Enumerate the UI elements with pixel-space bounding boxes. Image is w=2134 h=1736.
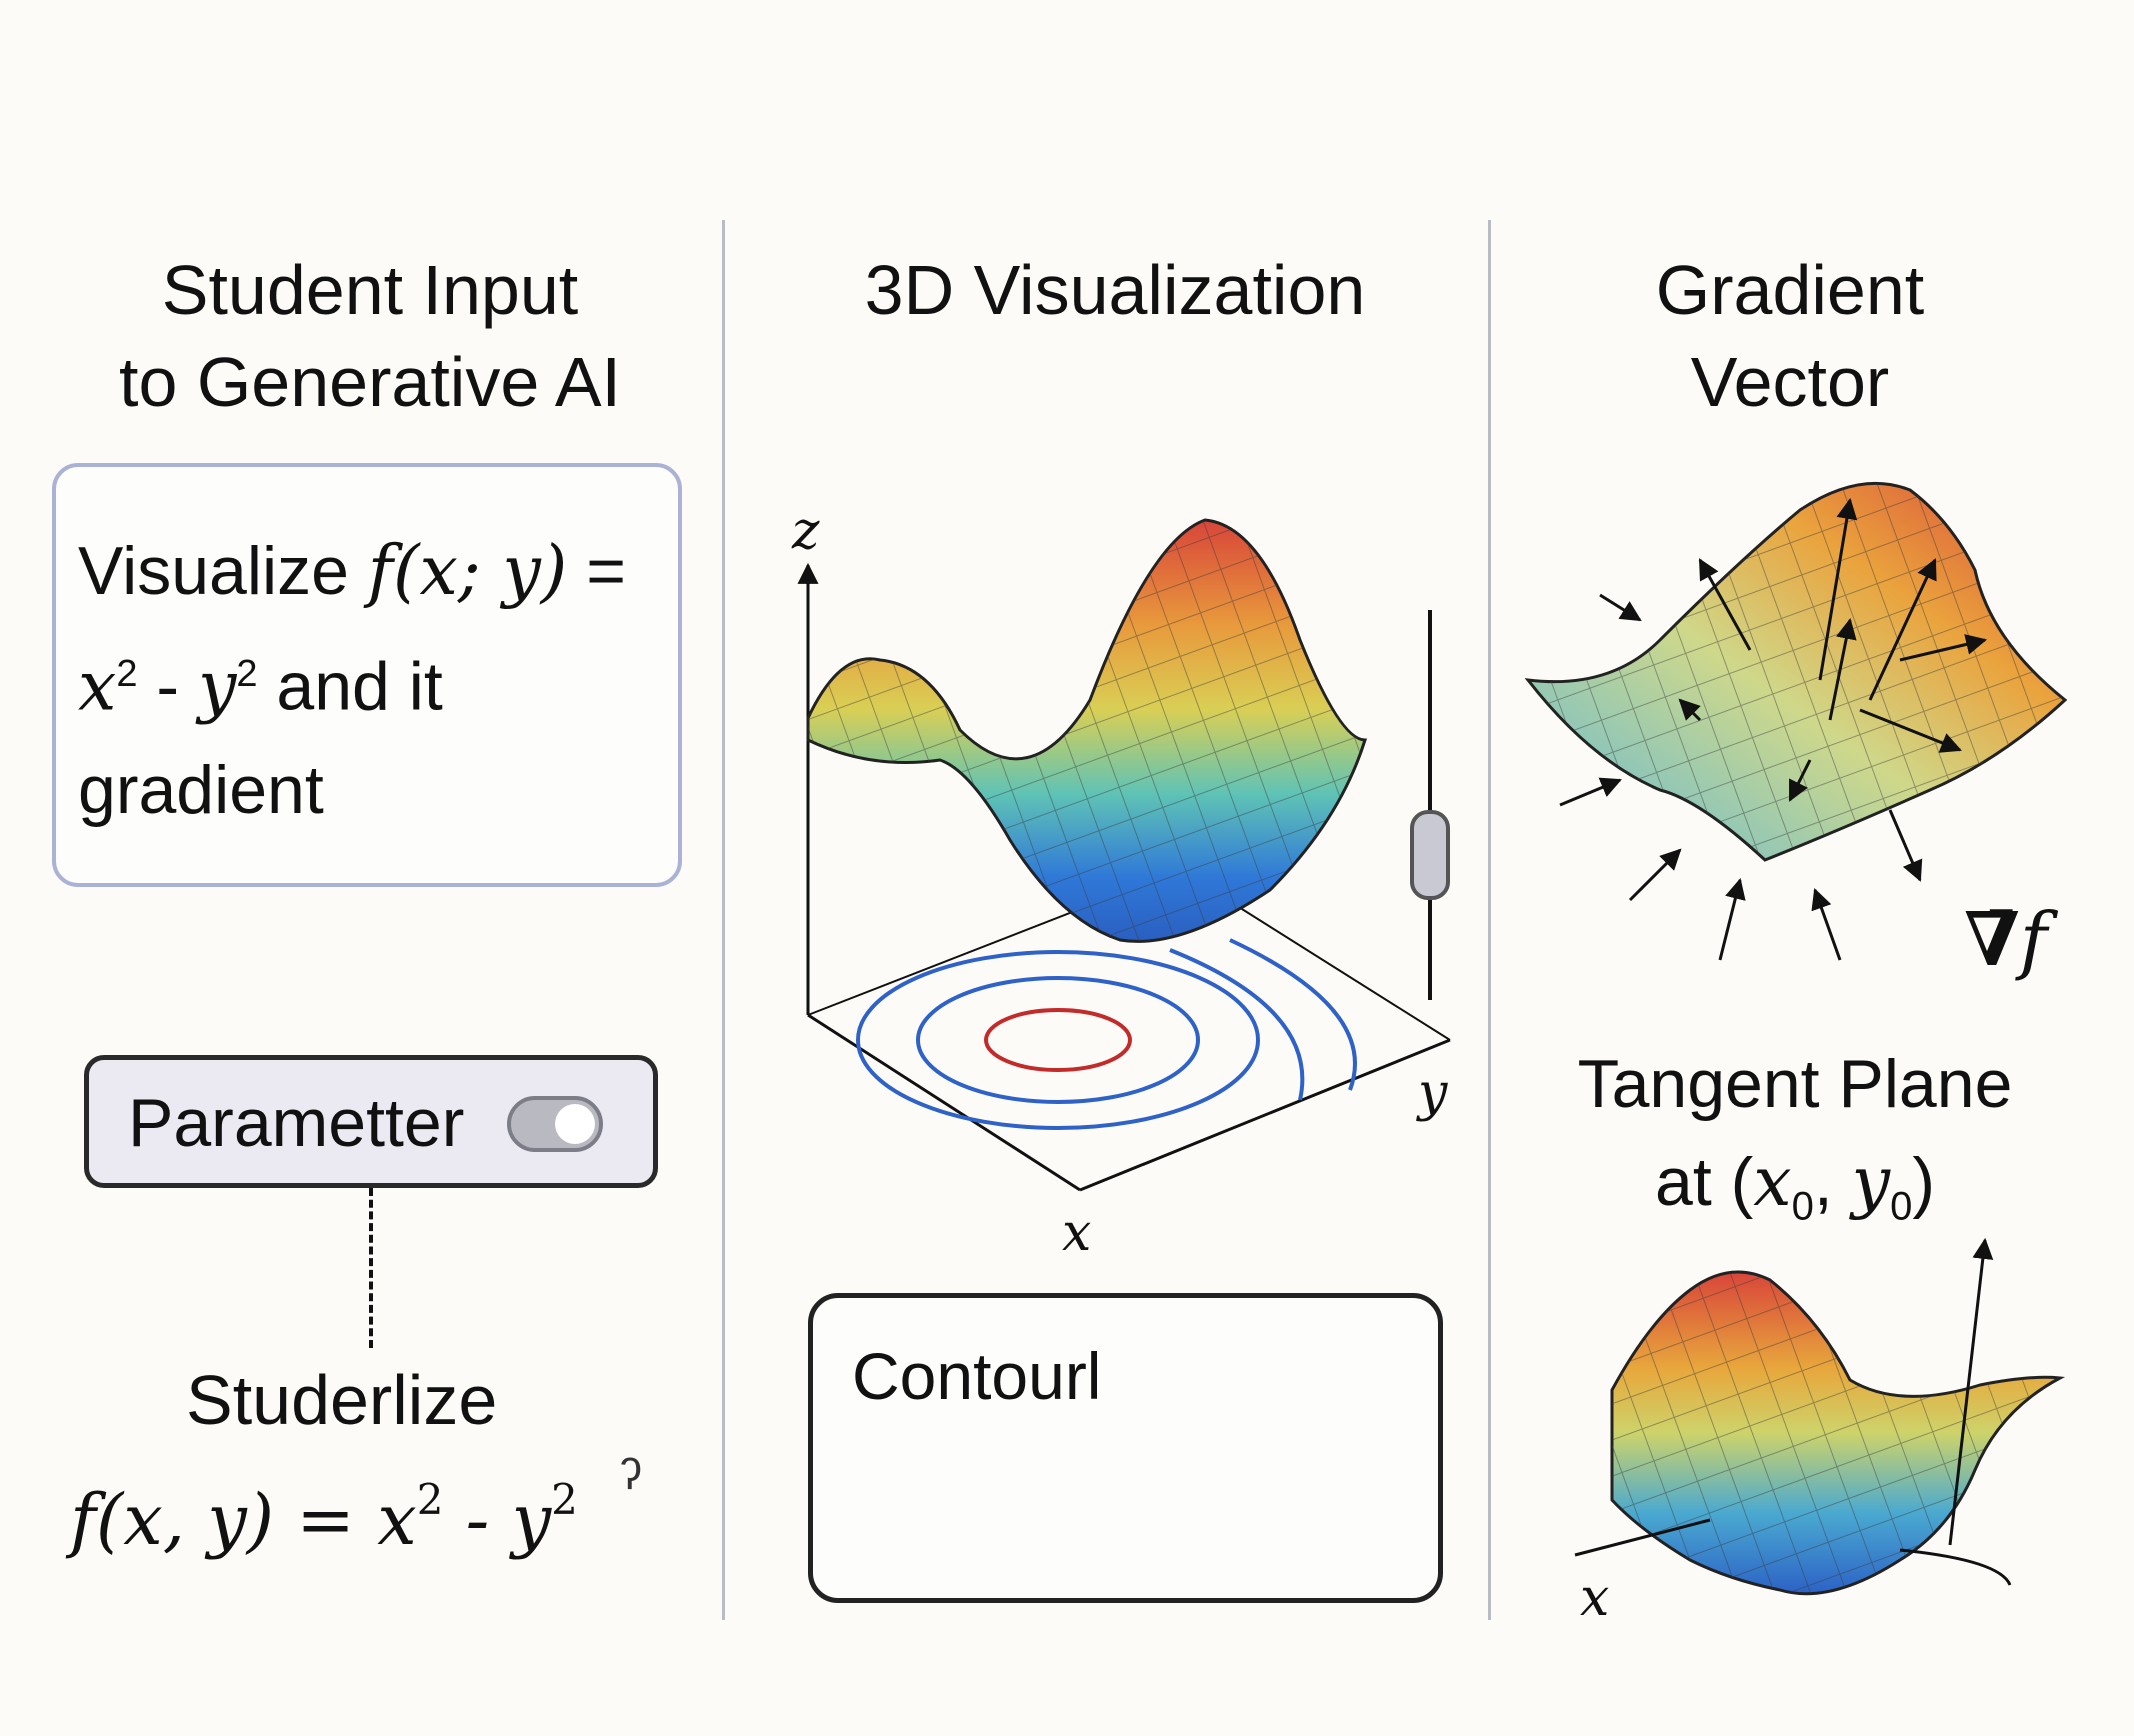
prompt-expr-minus: - (137, 648, 198, 725)
prompt-expr-y: y (197, 647, 237, 727)
student-input-title-line1: Student Input (161, 251, 579, 329)
gradient-title-line2: Vector (1690, 343, 1890, 421)
prompt-exp-x: 2 (116, 653, 138, 695)
tangent-x-axis-label: x (1580, 1568, 1609, 1628)
visualization-title: 3D Visualization (864, 251, 1366, 329)
nabla-symbol: ∇̄ (1964, 897, 2020, 983)
prompt-part1: Visualize (78, 533, 368, 609)
prompt-part4: gradient (78, 751, 324, 828)
function-formula: f(x, y) = x2 - y2 (70, 1455, 578, 1565)
tangent-suffix: ) (1912, 1144, 1935, 1220)
student-input-title-line2: to Generative AI (119, 343, 621, 421)
formula-exp-x: 2 (416, 1475, 444, 1524)
prompt-text: Visualize f(x; y) = x2 - y2 and it gradi… (78, 520, 668, 841)
formula-lhs: f(x, y) = x (70, 1479, 417, 1561)
parameter-toggle[interactable] (507, 1096, 603, 1152)
tangent-sep: , (1813, 1144, 1852, 1220)
y-axis-label: y (1416, 1063, 1448, 1123)
nabla-f-symbol: ∇̄f (1964, 897, 2047, 983)
contour-panel[interactable] (808, 1293, 1443, 1603)
tangent-x-sub: 0 (1791, 1184, 1814, 1229)
tangent-plane-title: Tangent Plane at (x0, y0) (1530, 1035, 2060, 1256)
tangent-prefix: at ( (1655, 1144, 1754, 1220)
gradient-vector-title: Gradient Vector (1530, 244, 2050, 428)
prompt-exp-y: 2 (236, 653, 258, 695)
contour-label: Contourl (852, 1339, 1102, 1413)
tangent-y: y (1851, 1143, 1891, 1222)
tangent-title-line1: Tangent Plane (1577, 1046, 2013, 1122)
prompt-part2: = (567, 533, 626, 609)
parameter-label: Parametter (128, 1085, 465, 1161)
tangent-y-sub: 0 (1890, 1184, 1913, 1229)
formula-mid: - y (443, 1479, 552, 1561)
prompt-func: f(x; y) (367, 532, 568, 611)
student-input-title: Student Input to Generative AI (60, 244, 680, 428)
formula-exp-y: 2 (551, 1475, 578, 1524)
tangent-x: x (1753, 1143, 1792, 1222)
column-divider-right (1488, 220, 1491, 1620)
gradient-title-line1: Gradient (1655, 251, 1925, 329)
prompt-part3: and it (257, 648, 443, 725)
column-divider-left (722, 220, 725, 1620)
x-axis-label: x (1062, 1203, 1091, 1263)
stray-mark: ʔ (620, 1450, 642, 1499)
dashed-connector (369, 1188, 373, 1348)
z-axis-label: z (791, 501, 820, 561)
toggle-knob (555, 1104, 595, 1144)
prompt-box[interactable] (52, 463, 682, 887)
prompt-expr-x: x (78, 647, 117, 727)
nabla-f: f (2019, 897, 2048, 983)
studerlize-label: Studerlize (186, 1361, 498, 1439)
